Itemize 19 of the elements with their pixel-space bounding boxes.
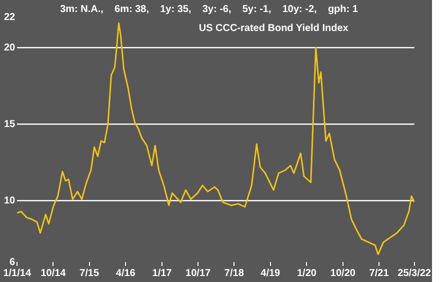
x-tick-label: 25/3/22: [398, 268, 432, 279]
text: US CCC-rated Bond Yield Index: [198, 22, 349, 34]
y-tick-label: 6: [10, 256, 16, 268]
x-tick-label: 1/1/14: [3, 268, 32, 279]
y-tick-label: 20: [4, 42, 16, 54]
y-tick-label: 10: [4, 196, 16, 206]
x-tick-label: 4/19: [260, 268, 281, 279]
x-tick-label: 1/17: [152, 268, 172, 279]
x-tick-label: 7/18: [224, 268, 244, 279]
chart-title: 3m: N.A., 6m: 38, 1y: 35, 3y: -6, 5y: -1, 10y: -2, gph: 1: [60, 4, 358, 15]
x-tick-label: 7/21: [369, 268, 390, 279]
x-tick-label: 10/17: [186, 268, 212, 279]
y-tick-label: 22: [4, 12, 16, 23]
y-tick-label: 15: [4, 118, 16, 130]
x-tick-label: 4/16: [116, 268, 136, 279]
x-tick-label: 10/14: [40, 268, 66, 279]
x-tick-label: 7/15: [80, 268, 100, 279]
x-tick-label: 10/20: [330, 268, 356, 279]
x-tick-label: 1/20: [296, 268, 317, 279]
